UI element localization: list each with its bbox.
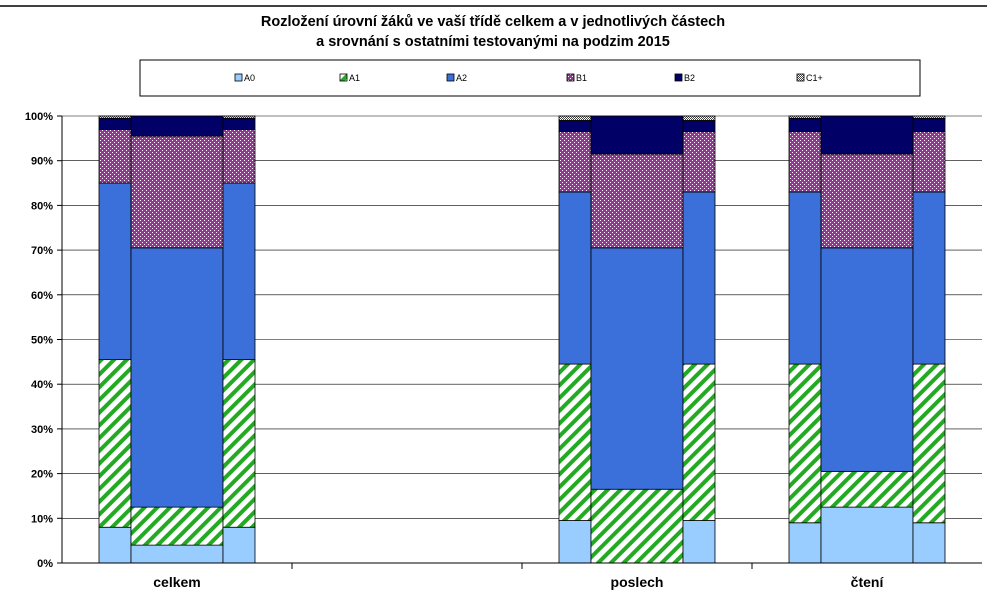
bar-segment-čtení-right-b1	[912, 131, 946, 193]
bar-segment-čtení-right-a2	[912, 191, 946, 365]
bar-segment-celkem-left-a2	[98, 182, 132, 361]
legend-box	[139, 59, 921, 97]
y-tick-label: 100%	[25, 111, 53, 123]
bar-segment-poslech-left-a2	[558, 191, 592, 365]
chart-title-line-1: Rozložení úrovní žáků ve vaší třídě celk…	[261, 14, 725, 30]
bar-segment-čtení-center-a0	[820, 506, 914, 564]
bar-segment-čtení-left-a1	[788, 363, 822, 524]
legend-swatch-a1	[339, 73, 348, 82]
legend-label-a2: A2	[456, 73, 467, 83]
bar-segment-poslech-left-a0	[558, 520, 592, 564]
bar-segment-poslech-right-a2	[682, 191, 716, 365]
bar-segment-poslech-center-b1	[590, 153, 684, 249]
bar-segment-celkem-center-b2	[130, 115, 224, 137]
bar-segment-celkem-right-b1	[222, 129, 256, 184]
x-tick-label: čtení	[851, 574, 885, 590]
bar-segment-čtení-left-b2	[788, 117, 822, 133]
legend-swatch-a2	[446, 73, 455, 82]
bar-segment-čtení-center-b1	[820, 153, 914, 249]
legend-label-b2: B2	[684, 73, 695, 83]
bar-segment-čtení-left-c1	[788, 115, 822, 119]
bar-segment-čtení-right-a0	[912, 522, 946, 564]
y-tick-label: 70%	[31, 245, 53, 257]
bar-segment-poslech-right-b2	[682, 120, 716, 133]
bar-segment-celkem-center-b1	[130, 135, 224, 249]
legend: A0 A1 A2 B1 B2 C1+	[234, 73, 823, 83]
bar-segment-poslech-left-b2	[558, 120, 592, 133]
bar-segment-celkem-left-a1	[98, 359, 132, 528]
legend-label-b1: B1	[576, 73, 587, 83]
y-tick-label: 50%	[31, 335, 53, 347]
bar-segment-poslech-center-a1	[590, 488, 684, 564]
chart-title-line-2: a srovnání s ostatními testovanými na po…	[316, 34, 670, 50]
legend-label-a1: A1	[349, 73, 360, 83]
legend-swatch-b2	[674, 73, 683, 82]
bar-segment-celkem-right-a1	[222, 359, 256, 528]
bar-segment-celkem-right-b2	[222, 117, 256, 130]
y-tick-label: 20%	[31, 469, 53, 481]
legend-label-a0: A0	[244, 73, 255, 83]
legend-swatch-b1	[566, 73, 575, 82]
bar-segment-poslech-center-b2	[590, 115, 684, 155]
bar-segment-poslech-right-b1	[682, 131, 716, 193]
legend-swatch-a0	[234, 73, 243, 82]
y-tick-label: 30%	[31, 424, 53, 436]
bar-segment-čtení-left-a2	[788, 191, 822, 365]
y-tick-label: 10%	[31, 513, 53, 525]
y-tick-label: 0%	[37, 558, 53, 570]
bar-segment-poslech-right-c1	[682, 115, 716, 121]
bar-segment-poslech-center-a2	[590, 247, 684, 490]
y-tick-label: 80%	[31, 200, 53, 212]
x-tick-label: poslech	[611, 574, 664, 590]
bar-segment-celkem-center-a2	[130, 247, 224, 508]
bar-segment-čtení-right-b2	[912, 117, 946, 133]
bar-segment-celkem-left-a0	[98, 526, 132, 564]
legend-label-c1: C1+	[806, 73, 823, 83]
bar-segment-poslech-left-a1	[558, 363, 592, 521]
x-tick-label: celkem	[153, 574, 200, 590]
bar-segment-celkem-right-a0	[222, 526, 256, 564]
y-tick-label: 90%	[31, 156, 53, 168]
bar-segment-poslech-left-c1	[558, 115, 592, 121]
y-tick-label: 60%	[31, 290, 53, 302]
bar-segment-čtení-center-b2	[820, 115, 914, 155]
bars	[98, 115, 946, 564]
bar-segment-celkem-center-a0	[130, 544, 224, 564]
bar-segment-čtení-right-a1	[912, 363, 946, 524]
bar-segment-celkem-left-b2	[98, 117, 132, 130]
bar-segment-čtení-left-b1	[788, 131, 822, 193]
bar-segment-celkem-right-c1	[222, 115, 256, 119]
bar-segment-čtení-right-c1	[912, 115, 946, 119]
legend-swatch-c1	[796, 73, 805, 82]
bar-segment-celkem-right-a2	[222, 182, 256, 361]
bar-segment-poslech-left-b1	[558, 131, 592, 193]
bar-segment-poslech-right-a1	[682, 363, 716, 521]
axes: 0% 10% 20% 30% 40% 50% 60% 70% 80% 90% 100% celkem p…	[25, 111, 982, 590]
bar-segment-čtení-center-a2	[820, 247, 914, 472]
y-tick-label: 40%	[31, 379, 53, 391]
bar-segment-celkem-left-b1	[98, 129, 132, 184]
bar-segment-čtení-center-a1	[820, 470, 914, 508]
bar-segment-celkem-left-c1	[98, 115, 132, 119]
bar-segment-čtení-left-a0	[788, 522, 822, 564]
bar-segment-celkem-center-a1	[130, 506, 224, 546]
bar-segment-poslech-right-a0	[682, 520, 716, 564]
